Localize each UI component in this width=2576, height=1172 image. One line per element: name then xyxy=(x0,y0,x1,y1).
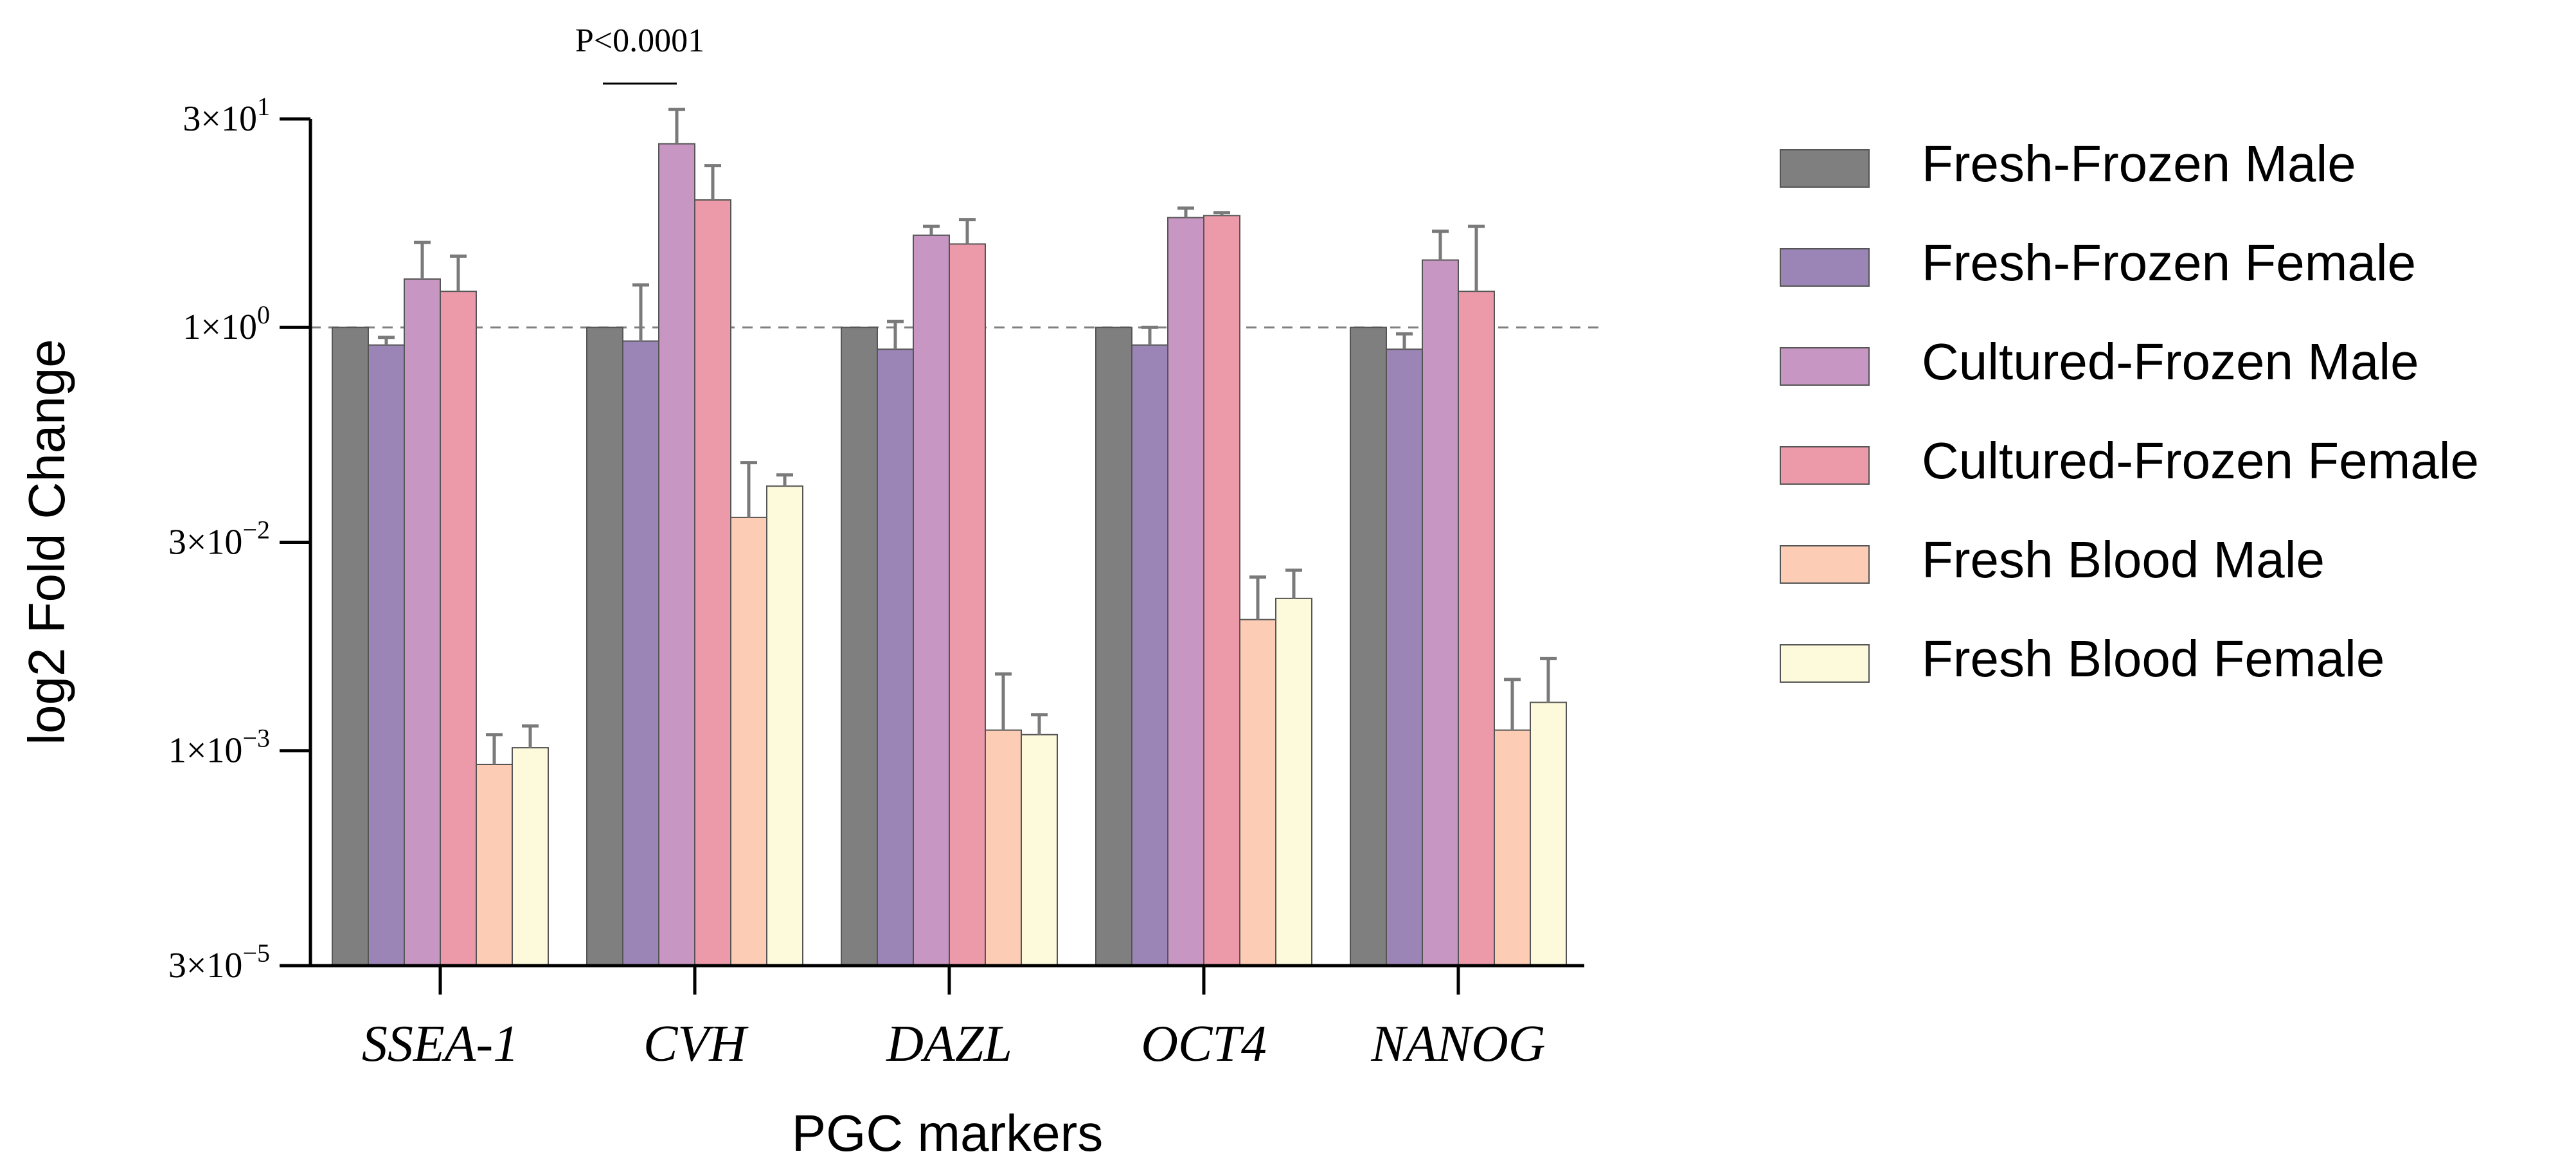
bar xyxy=(404,278,441,967)
bar xyxy=(1275,597,1312,966)
x-tick-label: DAZL xyxy=(886,1016,1012,1072)
bar xyxy=(730,516,767,966)
legend-swatch xyxy=(1780,644,1870,683)
bar xyxy=(332,327,369,967)
legend-label: Cultured-Frozen Female xyxy=(1922,432,2479,489)
legend-label: Fresh-Frozen Female xyxy=(1922,234,2416,291)
significance-label: P<0.0001 xyxy=(575,23,704,59)
bar xyxy=(949,243,986,967)
x-tick-label: CVH xyxy=(643,1016,749,1072)
bar xyxy=(985,729,1022,966)
x-tick-label: SSEA-1 xyxy=(362,1016,519,1072)
legend-label: Fresh Blood Male xyxy=(1922,531,2325,588)
y-tick-label: 1×10−3 xyxy=(168,724,270,771)
bar xyxy=(658,143,695,967)
bar xyxy=(476,763,513,966)
bar xyxy=(1203,215,1240,967)
x-tick-label: NANOG xyxy=(1370,1016,1545,1072)
bar xyxy=(1494,729,1531,966)
bar xyxy=(1021,734,1058,966)
x-axis-title: PGC markers xyxy=(792,1104,1104,1162)
legend-swatch xyxy=(1780,446,1870,485)
bar xyxy=(877,348,914,966)
legend-label: Fresh-Frozen Male xyxy=(1922,135,2356,192)
y-tick-label: 1×100 xyxy=(183,300,270,347)
bar xyxy=(1422,259,1459,966)
bar xyxy=(1131,344,1168,966)
bar xyxy=(440,291,477,966)
bar xyxy=(622,340,659,966)
bar xyxy=(1167,217,1204,966)
bar xyxy=(1095,327,1132,967)
y-tick-label: 3×10−5 xyxy=(168,939,270,986)
bar xyxy=(1458,291,1495,966)
bar xyxy=(1530,701,1567,966)
bar xyxy=(1350,327,1387,967)
bar xyxy=(694,199,731,966)
bar xyxy=(368,344,405,966)
legend-swatch xyxy=(1780,149,1870,188)
bar xyxy=(913,234,950,966)
y-axis-title: log2 Fold Change xyxy=(18,339,75,745)
bar xyxy=(841,327,878,967)
legend-label: Fresh Blood Female xyxy=(1922,630,2384,687)
bar xyxy=(1386,348,1423,966)
bar xyxy=(766,485,803,966)
y-tick-label: 3×101 xyxy=(183,92,270,139)
y-tick-label: 3×10−2 xyxy=(168,516,270,563)
legend-swatch xyxy=(1780,248,1870,287)
bar xyxy=(586,327,623,967)
legend-swatch xyxy=(1780,545,1870,584)
bar xyxy=(1239,618,1276,966)
bar xyxy=(512,747,549,966)
legend-label: Cultured-Frozen Male xyxy=(1922,333,2419,390)
x-tick-label: OCT4 xyxy=(1141,1016,1267,1072)
legend-swatch xyxy=(1780,347,1870,386)
